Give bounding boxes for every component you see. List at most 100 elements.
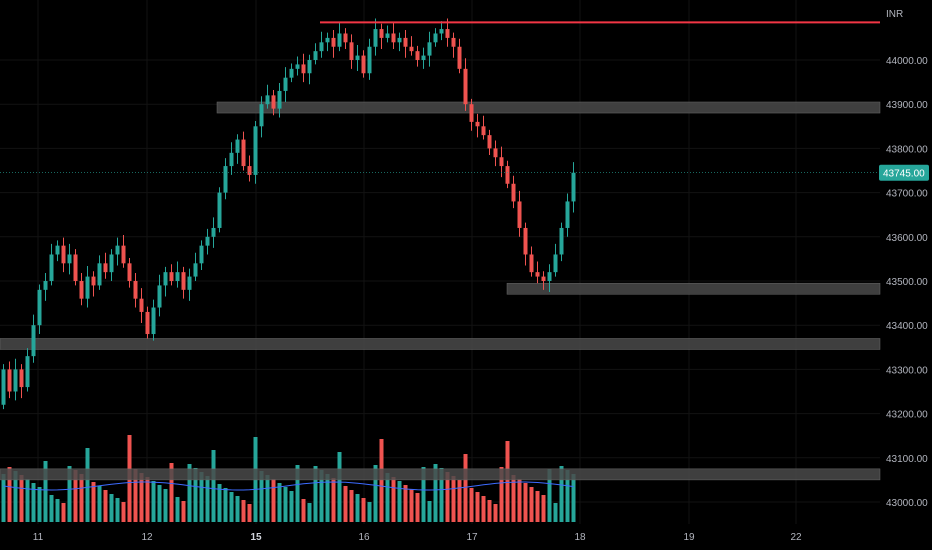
volume-bar: [511, 475, 516, 522]
candle-body: [535, 272, 540, 277]
volume-bar: [121, 502, 126, 522]
zone-box: [0, 338, 881, 350]
candle-body: [361, 55, 366, 74]
volume-bar: [163, 489, 168, 522]
volume-bar: [445, 472, 450, 522]
volume-bar: [7, 467, 12, 522]
candle-body: [205, 236, 210, 246]
volume-bar: [541, 495, 546, 522]
volume-bar: [343, 486, 348, 522]
volume-bar: [181, 501, 186, 522]
volume-bar: [355, 494, 360, 522]
lines: [0, 21, 880, 174]
volume-bar: [547, 469, 552, 522]
candle-body: [253, 126, 258, 175]
volume-bar: [505, 441, 510, 522]
y-tick-label: 43600.00: [886, 233, 928, 244]
candle-body: [481, 126, 486, 136]
volume-bar: [265, 475, 270, 522]
candle-body: [469, 104, 474, 122]
candle-body: [571, 172, 576, 202]
x-tick-label: 18: [574, 532, 586, 543]
volume-bar: [529, 487, 534, 522]
y-tick-label: 43300.00: [886, 365, 928, 376]
volume-bar: [1, 474, 6, 522]
volume-bar: [25, 479, 30, 522]
candle-body: [79, 281, 84, 299]
candle-body: [289, 68, 294, 78]
candle-body: [73, 254, 78, 281]
candle-body: [553, 254, 558, 273]
candle-body: [181, 272, 186, 290]
volume-bar: [241, 500, 246, 522]
candle-body: [163, 272, 168, 286]
volume-bar: [457, 480, 462, 522]
candle-body: [19, 369, 24, 388]
candle-body: [457, 46, 462, 69]
candle-body: [499, 157, 504, 167]
y-tick-label: 43200.00: [886, 410, 928, 421]
volume-bar: [283, 487, 288, 522]
candle-body: [379, 29, 384, 38]
volume-bar: [463, 454, 468, 522]
candle-body: [331, 37, 336, 47]
volume-bar: [13, 471, 18, 522]
candle-body: [283, 77, 288, 91]
candle-body: [91, 276, 96, 286]
volume-bar: [409, 489, 414, 522]
candle-body: [241, 139, 246, 167]
y-tick-label: 43100.00: [886, 454, 928, 465]
volume-bar: [31, 483, 36, 522]
volume-bar: [493, 504, 498, 522]
candle-body: [271, 95, 276, 109]
candle-body: [343, 33, 348, 43]
volume-bar: [55, 499, 60, 522]
volume-bar: [115, 498, 120, 522]
volume-bar: [379, 439, 384, 522]
candle-body: [373, 29, 378, 47]
volume-bar: [169, 463, 174, 522]
volume-bar: [259, 471, 264, 522]
volume-bar: [235, 496, 240, 522]
volume-bar: [553, 503, 558, 522]
candle-body: [463, 68, 468, 105]
candle-body: [505, 166, 510, 184]
volume-bar: [361, 498, 366, 522]
candle-body: [487, 135, 492, 149]
volume-bar: [211, 450, 216, 522]
candle-body: [313, 51, 318, 60]
volume-bar: [19, 475, 24, 522]
candle-body: [565, 201, 570, 228]
volume-bar: [49, 495, 54, 522]
volume-bar: [397, 481, 402, 522]
candle-body: [169, 272, 174, 281]
zone-box: [216, 101, 881, 114]
volume-bar: [199, 472, 204, 522]
candle-body: [385, 33, 390, 38]
volume-bar: [535, 491, 540, 522]
candle-body: [547, 272, 552, 281]
candle-body: [121, 245, 126, 264]
candle-body: [517, 201, 522, 228]
volume-bar: [469, 488, 474, 522]
volume-bar: [295, 465, 300, 522]
volume-bar: [433, 464, 438, 522]
candle-body: [43, 281, 48, 290]
candle-body: [61, 245, 66, 264]
volume-bar: [313, 466, 318, 522]
volume-bar: [175, 497, 180, 522]
candle-body: [511, 183, 516, 202]
candle-body: [37, 289, 42, 326]
volume-bar: [229, 492, 234, 522]
candle-body: [175, 272, 180, 281]
candle-body: [55, 245, 60, 255]
volume-bar: [205, 476, 210, 522]
x-tick-label: 11: [33, 532, 44, 543]
x-tick-label: 16: [358, 532, 370, 543]
candle-body: [1, 369, 6, 405]
volume-bar: [133, 469, 138, 522]
last-price-badge-text: 43745.00: [883, 169, 925, 180]
candle-body: [97, 263, 102, 286]
